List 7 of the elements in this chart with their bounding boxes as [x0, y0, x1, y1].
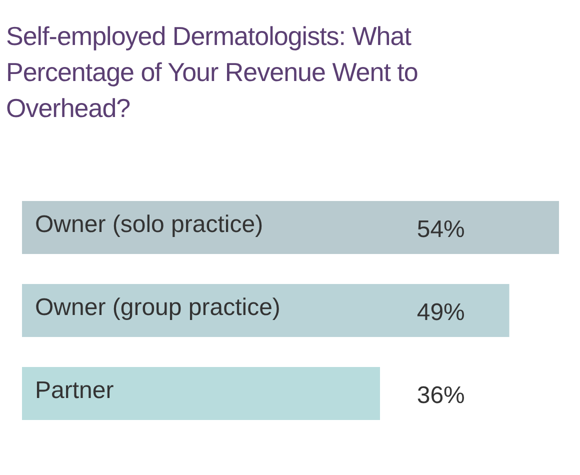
chart-title: Self-employed Dermatologists: What Percentage of Your Revenue Went to Overhead?	[6, 20, 419, 125]
y-tick-label: Owner (group practice)	[35, 294, 280, 322]
data-label: 36%	[416, 382, 465, 410]
data-label: 54%	[416, 216, 465, 244]
y-tick-label: Partner	[35, 377, 114, 404]
data-label: 49%	[416, 299, 465, 326]
y-tick-label: Owner (solo practice)	[35, 211, 264, 238]
